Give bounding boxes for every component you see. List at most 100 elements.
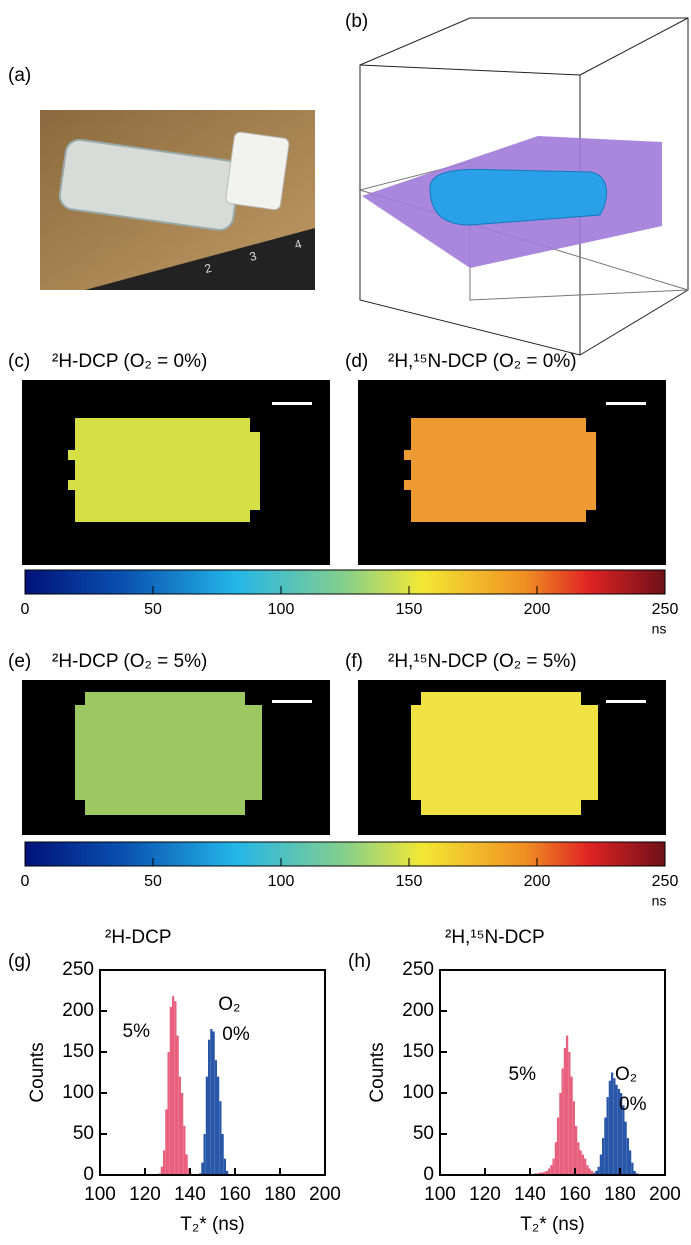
histogram-bar <box>604 1118 606 1175</box>
histogram-bar <box>201 1163 203 1175</box>
histogram-bar <box>611 1073 613 1176</box>
annotation: O₂ <box>615 1064 637 1085</box>
histogram-bar <box>217 1077 219 1175</box>
tick-label: 200 <box>524 873 551 890</box>
histogram-bar <box>213 1032 215 1176</box>
y-tick-label: 50 <box>413 1123 434 1144</box>
tick-label: 0 <box>21 873 30 890</box>
histogram-bar <box>566 1036 568 1175</box>
panel-label: (c) <box>8 351 30 372</box>
histogram-bar <box>557 1118 559 1175</box>
histogram-bar <box>179 1077 181 1175</box>
histogram-bar <box>571 1077 573 1175</box>
histogram-bar <box>573 1101 575 1175</box>
histogram-bar <box>210 1029 212 1175</box>
histogram-bar <box>553 1159 555 1175</box>
tick-label: 50 <box>144 873 162 890</box>
tick-label: 250 <box>652 601 679 618</box>
histogram-bar <box>622 1105 624 1175</box>
histogram-bar <box>616 1085 618 1175</box>
panel-label: (g) <box>8 951 31 972</box>
x-tick-label: 100 <box>424 1184 456 1205</box>
histogram-bar <box>582 1155 584 1176</box>
histogram-bar <box>208 1040 210 1175</box>
histogram-bar <box>562 1068 564 1175</box>
panel-title: ²H-DCP (O₂ = 0%) <box>52 351 207 372</box>
histogram-bar <box>600 1155 602 1176</box>
panel-title: ²H,¹⁵N-DCP (O₂ = 0%) <box>388 351 577 372</box>
unit-label: ns <box>652 621 667 637</box>
histogram-bar <box>607 1097 609 1175</box>
series-label: 5% <box>509 1064 537 1085</box>
y-tick-label: 150 <box>62 1041 94 1062</box>
chart-title: ²H-DCP <box>105 927 172 948</box>
panel-label: (a) <box>8 65 31 86</box>
x-tick-label: 120 <box>129 1184 161 1205</box>
histogram-bar <box>177 1036 179 1175</box>
histogram-bar <box>170 1007 172 1175</box>
x-axis-label: T₂* (ns) <box>520 1214 584 1235</box>
y-tick-label: 50 <box>73 1123 94 1144</box>
histogram-bar <box>219 1101 221 1175</box>
figure: (a) (b) (c) ²H-DCP (O₂ = 0%) (d) ²H,¹⁵N-… <box>0 0 691 1240</box>
panel-label: (d) <box>345 351 368 372</box>
tick-label: 0 <box>21 601 30 618</box>
histogram-bar <box>186 1155 188 1176</box>
series-label: 0% <box>222 1024 250 1045</box>
x-tick-label: 200 <box>649 1184 681 1205</box>
x-tick-label: 140 <box>174 1184 206 1205</box>
y-axis-label: Counts <box>367 1042 388 1102</box>
x-tick-label: 120 <box>469 1184 501 1205</box>
unit-label: ns <box>652 893 667 909</box>
x-tick-label: 160 <box>219 1184 251 1205</box>
series-label: 5% <box>123 1021 151 1042</box>
panel-label: (e) <box>8 651 31 672</box>
histogram-bar <box>222 1134 224 1175</box>
histogram-bar <box>613 1078 615 1175</box>
histogram-bar <box>204 1134 206 1175</box>
series-label: 0% <box>619 1094 647 1115</box>
histogram-bar <box>172 996 174 1175</box>
x-tick-label: 100 <box>84 1184 116 1205</box>
histogram-bar <box>631 1163 633 1175</box>
histogram-bar <box>625 1122 627 1175</box>
panel-title: ²H,¹⁵N-DCP (O₂ = 5%) <box>388 651 577 672</box>
histogram-bar <box>168 1052 170 1175</box>
histogram-bar <box>224 1159 226 1175</box>
x-axis-label: T₂* (ns) <box>180 1214 244 1235</box>
histogram-bar <box>586 1165 588 1175</box>
histogram-bar <box>575 1126 577 1175</box>
histogram-bar <box>602 1138 604 1175</box>
tick-label: 150 <box>396 601 423 618</box>
photo <box>40 110 315 290</box>
histogram-bar <box>598 1167 600 1175</box>
panel-label: (b) <box>345 11 368 32</box>
histogram-bar <box>163 1150 165 1175</box>
colorbar <box>25 842 665 866</box>
histogram-bar <box>559 1093 561 1175</box>
tick-label: 100 <box>268 601 295 618</box>
render-3d <box>360 18 688 355</box>
y-tick-label: 100 <box>62 1082 94 1103</box>
histogram-bar <box>580 1150 582 1175</box>
histogram-bar <box>206 1077 208 1175</box>
histogram-bar <box>165 1109 167 1175</box>
y-tick-label: 0 <box>83 1164 94 1185</box>
y-tick-label: 250 <box>402 959 434 980</box>
histogram-bar <box>627 1138 629 1175</box>
annotation: O₂ <box>218 994 240 1015</box>
histogram-bar <box>215 1060 217 1175</box>
tick-label: 150 <box>396 873 423 890</box>
histogram-bar <box>564 1048 566 1175</box>
histogram-bar <box>568 1052 570 1175</box>
tick-label: 200 <box>524 601 551 618</box>
panel-title: ²H-DCP (O₂ = 5%) <box>52 651 207 672</box>
histogram-bar <box>181 1093 183 1175</box>
y-tick-label: 200 <box>402 1000 434 1021</box>
y-tick-label: 200 <box>62 1000 94 1021</box>
histogram-bar <box>609 1081 611 1175</box>
y-tick-label: 250 <box>62 959 94 980</box>
x-tick-label: 180 <box>604 1184 636 1205</box>
histogram-bar <box>183 1126 185 1175</box>
panel-label: (h) <box>348 951 371 972</box>
